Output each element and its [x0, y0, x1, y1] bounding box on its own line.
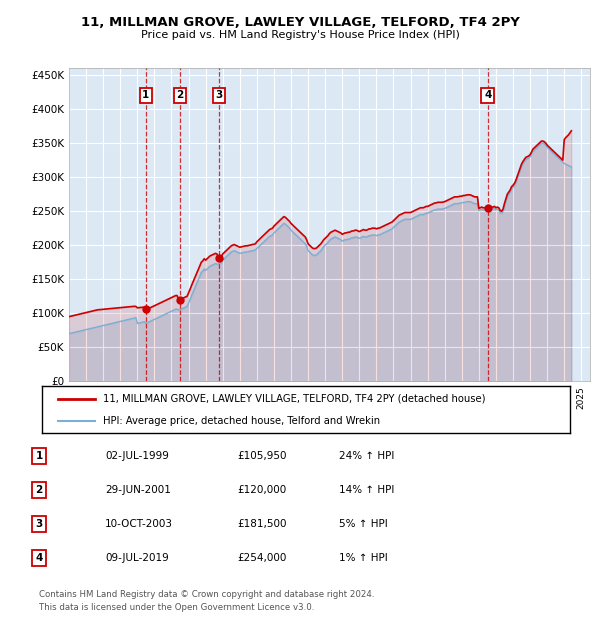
Text: HPI: Average price, detached house, Telford and Wrekin: HPI: Average price, detached house, Telf… — [103, 416, 380, 426]
Text: 11, MILLMAN GROVE, LAWLEY VILLAGE, TELFORD, TF4 2PY (detached house): 11, MILLMAN GROVE, LAWLEY VILLAGE, TELFO… — [103, 394, 485, 404]
Text: £105,950: £105,950 — [237, 451, 287, 461]
Text: 2: 2 — [35, 485, 43, 495]
Text: 2: 2 — [176, 91, 184, 100]
Text: 5% ↑ HPI: 5% ↑ HPI — [339, 519, 388, 529]
Text: 02-JUL-1999: 02-JUL-1999 — [105, 451, 169, 461]
Text: 09-JUL-2019: 09-JUL-2019 — [105, 553, 169, 563]
Text: 4: 4 — [35, 553, 43, 563]
Text: 24% ↑ HPI: 24% ↑ HPI — [339, 451, 394, 461]
Text: 10-OCT-2003: 10-OCT-2003 — [105, 519, 173, 529]
Text: 1: 1 — [35, 451, 43, 461]
Text: 3: 3 — [215, 91, 223, 100]
Text: 3: 3 — [35, 519, 43, 529]
Text: 29-JUN-2001: 29-JUN-2001 — [105, 485, 171, 495]
Text: £120,000: £120,000 — [237, 485, 286, 495]
Text: Contains HM Land Registry data © Crown copyright and database right 2024.
This d: Contains HM Land Registry data © Crown c… — [39, 590, 374, 612]
Text: £181,500: £181,500 — [237, 519, 287, 529]
Text: Price paid vs. HM Land Registry's House Price Index (HPI): Price paid vs. HM Land Registry's House … — [140, 30, 460, 40]
Text: 1% ↑ HPI: 1% ↑ HPI — [339, 553, 388, 563]
Text: 1: 1 — [142, 91, 149, 100]
Text: £254,000: £254,000 — [237, 553, 286, 563]
Text: 4: 4 — [484, 91, 491, 100]
Text: 14% ↑ HPI: 14% ↑ HPI — [339, 485, 394, 495]
Text: 11, MILLMAN GROVE, LAWLEY VILLAGE, TELFORD, TF4 2PY: 11, MILLMAN GROVE, LAWLEY VILLAGE, TELFO… — [80, 16, 520, 29]
